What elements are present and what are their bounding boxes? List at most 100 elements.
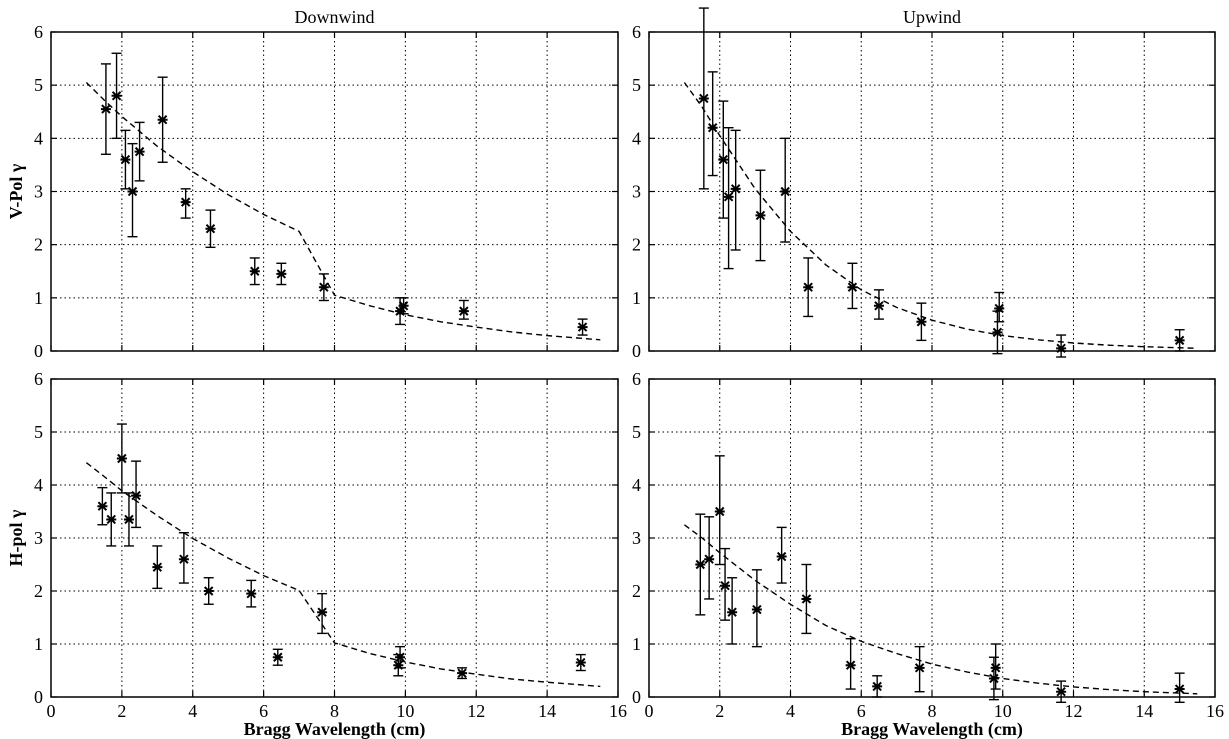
- point-marker: [1056, 343, 1067, 354]
- y-tick-label: 2: [632, 581, 641, 601]
- point-marker: [780, 186, 791, 197]
- data-point: [803, 257, 814, 318]
- y-tick-label: 4: [632, 128, 641, 148]
- point-marker: [992, 327, 1003, 338]
- panel-0: 0 1 2 3 4 5 6 Downwind V-Pol γ: [6, 7, 619, 361]
- point-marker: [318, 282, 329, 292]
- y-tick-label: 0: [34, 341, 43, 361]
- point-marker: [249, 266, 260, 276]
- data-point: [727, 577, 738, 645]
- x-tick-label: 14: [1135, 701, 1153, 721]
- x-tick-label: 12: [467, 701, 485, 721]
- data-point: [992, 310, 1003, 355]
- point-marker: [131, 490, 142, 501]
- y-axis-label: V-Pol γ: [6, 163, 26, 219]
- point-marker: [1174, 335, 1185, 346]
- point-marker: [134, 146, 145, 157]
- y-tick-label: 0: [632, 341, 641, 361]
- panel-1: 0 1 2 3 4 5 6 Upwind: [632, 7, 1216, 361]
- y-tick-label: 6: [34, 22, 43, 42]
- point-marker: [1174, 684, 1185, 694]
- x-axis-label: Bragg Wavelength (cm): [244, 719, 426, 739]
- point-marker: [127, 186, 138, 197]
- data-point: [276, 262, 287, 286]
- y-tick-label: 2: [34, 235, 43, 255]
- y-tick-label: 3: [632, 182, 641, 202]
- x-tick-label: 0: [645, 701, 654, 721]
- data-point: [723, 126, 734, 270]
- point-marker: [97, 501, 108, 511]
- point-marker: [723, 192, 734, 202]
- data-point: [707, 71, 718, 177]
- data-point: [994, 291, 1005, 323]
- data-point: [872, 675, 883, 698]
- y-tick-label: 0: [632, 687, 641, 707]
- data-point: [272, 648, 283, 666]
- data-point: [134, 121, 145, 182]
- point-marker: [120, 154, 131, 165]
- x-tick-label: 2: [117, 701, 126, 721]
- point-marker: [395, 652, 406, 662]
- data-point: [1056, 334, 1067, 358]
- point-marker: [730, 184, 741, 194]
- x-axis-label: Bragg Wavelength (cm): [841, 719, 1023, 739]
- data-point: [100, 63, 111, 155]
- point-marker: [847, 282, 858, 292]
- y-tick-label: 5: [34, 75, 43, 95]
- x-tick-label: 6: [259, 701, 268, 721]
- point-marker: [720, 580, 731, 591]
- data-point: [395, 645, 406, 669]
- data-point: [398, 297, 409, 315]
- data-point: [131, 460, 142, 529]
- y-tick-label: 1: [34, 634, 43, 654]
- data-point: [1174, 329, 1185, 352]
- point-marker: [803, 282, 814, 292]
- x-tick-label: 2: [715, 701, 724, 721]
- y-tick-label: 3: [34, 182, 43, 202]
- data-point: [458, 299, 469, 320]
- data-point: [714, 455, 725, 566]
- data-point: [704, 516, 715, 600]
- x-tick-label: 16: [609, 701, 627, 721]
- data-point: [180, 188, 191, 219]
- point-marker: [398, 301, 409, 311]
- point-marker: [203, 586, 214, 596]
- x-tick-label: 8: [330, 701, 339, 721]
- x-tick-label: 10: [994, 701, 1012, 721]
- y-tick-label: 3: [632, 528, 641, 548]
- point-marker: [152, 562, 163, 572]
- data-point: [203, 577, 214, 605]
- point-marker: [246, 588, 257, 599]
- point-marker: [123, 514, 134, 525]
- panel-title: Downwind: [295, 7, 375, 27]
- data-point: [1056, 680, 1067, 703]
- panel-title: Upwind: [903, 7, 961, 27]
- point-marker: [873, 301, 884, 311]
- data-point: [457, 667, 468, 680]
- data-point: [720, 547, 731, 621]
- data-point: [847, 262, 858, 310]
- data-point: [873, 289, 884, 320]
- point-marker: [872, 681, 883, 692]
- x-tick-label: 10: [396, 701, 414, 721]
- data-point: [116, 423, 127, 494]
- fit-curve: [683, 82, 1198, 349]
- point-marker: [276, 269, 287, 279]
- point-marker: [1056, 686, 1067, 697]
- data-point: [845, 638, 856, 690]
- data-point: [780, 137, 791, 243]
- fit-curve: [85, 462, 601, 688]
- point-marker: [457, 668, 468, 678]
- point-marker: [100, 104, 111, 114]
- y-tick-label: 2: [34, 581, 43, 601]
- point-marker: [575, 657, 586, 668]
- y-tick-label: 5: [34, 422, 43, 442]
- point-marker: [157, 115, 168, 125]
- x-tick-label: 12: [1065, 701, 1083, 721]
- data-point: [755, 169, 766, 262]
- point-marker: [577, 322, 588, 332]
- y-axis-label: H-pol γ: [6, 509, 26, 567]
- y-tick-label: 4: [632, 475, 641, 495]
- y-tick-label: 3: [34, 528, 43, 548]
